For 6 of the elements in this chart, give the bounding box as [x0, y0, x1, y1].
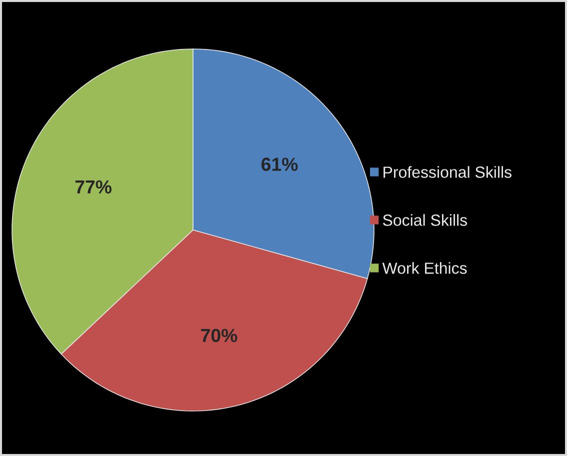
legend-label: Social Skills: [383, 214, 468, 226]
data-label: 77%: [75, 180, 112, 194]
data-label: 70%: [201, 328, 238, 342]
data-label: 61%: [261, 158, 298, 171]
legend-label: Work Ethics: [382, 262, 467, 274]
legend-label: Professional Skills: [384, 166, 512, 178]
